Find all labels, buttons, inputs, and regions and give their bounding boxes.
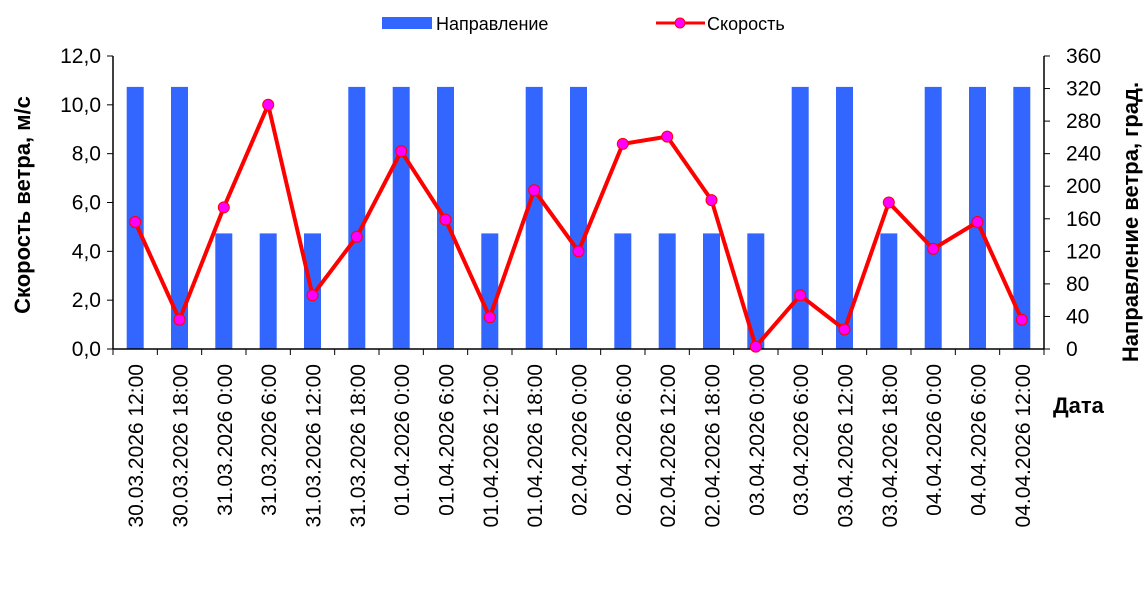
direction-bar [215,233,233,349]
speed-point [262,98,275,111]
right-tick-label: 360 [1066,45,1101,68]
direction-bar [481,233,499,349]
right-axis-title: Направление ветра, град. [1118,82,1143,362]
speed-point [661,130,674,143]
x-tick-label: 03.04.2026 0:00 [746,364,769,516]
speed-point [927,242,940,255]
right-tick-label: 280 [1066,110,1101,133]
direction-bar [747,233,765,349]
speed-point [395,145,408,158]
speed-point [794,289,807,302]
speed-point [129,216,142,228]
direction-bar [1013,86,1031,350]
speed-point [705,194,718,207]
direction-bar [614,233,632,349]
speed-point [350,230,363,243]
right-tick-label: 320 [1066,78,1101,101]
speed-point [1015,313,1028,326]
left-tick-label: 8,0 [72,143,101,166]
direction-bar [791,86,809,350]
x-tick-label: 04.04.2026 6:00 [968,364,991,516]
x-tick-label: 31.03.2026 12:00 [303,364,326,528]
direction-bar [392,86,410,350]
direction-bar [658,233,676,349]
left-tick-label: 2,0 [72,289,101,312]
left-tick-label: 12,0 [60,45,101,68]
left-tick-label: 10,0 [60,94,101,117]
x-tick-label: 03.04.2026 18:00 [879,364,902,528]
direction-bar [836,86,853,350]
speed-point [528,184,541,197]
direction-bar [259,233,277,349]
x-tick-label: 02.04.2026 6:00 [613,364,636,516]
legend-label-speed: Скорость [707,14,785,34]
x-tick-label: 03.04.2026 12:00 [835,364,858,528]
direction-bar [171,86,188,350]
x-tick-label: 31.03.2026 0:00 [214,364,237,516]
x-tick-label: 01.04.2026 0:00 [391,364,414,516]
x-tick-label: 02.04.2026 18:00 [702,364,725,528]
x-axis-title: Дата [1053,393,1105,418]
speed-point [971,216,984,228]
speed-point [572,245,585,258]
x-tick-label: 30.03.2026 18:00 [170,364,193,528]
right-tick-label: 160 [1066,208,1101,231]
left-axis-ticks: 0,0 2,0 4,0 6,0 8,0 10,0 12,0 [60,45,113,361]
right-tick-label: 40 [1066,305,1089,328]
x-tick-label: 03.04.2026 6:00 [790,364,813,516]
x-tick-label: 30.03.2026 12:00 [125,364,148,528]
legend: Направление Скорость [382,14,785,34]
direction-bar [703,233,720,349]
left-axis-title: Скорость ветра, м/с [10,96,35,314]
right-tick-label: 200 [1066,175,1101,198]
x-tick-label: 02.04.2026 12:00 [657,364,680,528]
x-tick-label: 31.03.2026 18:00 [347,364,370,528]
line-series-speed [129,98,1028,353]
legend-swatch-direction [382,17,432,29]
right-tick-label: 80 [1066,273,1089,296]
left-tick-label: 4,0 [72,240,101,263]
speed-point [483,311,496,324]
x-tick-label: 01.04.2026 12:00 [480,364,503,528]
x-axis-ticks: 30.03.2026 12:00 30.03.2026 18:00 31.03.20… [125,364,1035,528]
speed-point [173,313,186,326]
x-tick-label: 04.04.2026 12:00 [1012,364,1035,528]
speed-point [306,289,319,302]
bar-series-direction [126,86,1031,350]
x-tick-label: 01.04.2026 6:00 [436,364,459,516]
direction-bar [570,86,587,350]
left-tick-label: 0,0 [72,338,101,361]
left-tick-label: 6,0 [72,192,101,215]
x-tick-label: 04.04.2026 0:00 [923,364,946,516]
right-tick-label: 240 [1066,143,1101,166]
direction-bar [924,86,942,350]
x-tick-label: 01.04.2026 18:00 [524,364,547,528]
speed-point [217,201,230,214]
speed-point [882,196,895,209]
right-tick-label: 0 [1066,338,1078,361]
right-tick-label: 120 [1066,240,1101,263]
direction-bar [880,233,898,349]
speed-point [749,340,762,353]
direction-bar [525,86,543,350]
legend-marker-speed [674,17,686,29]
speed-point [616,137,629,150]
legend-label-direction: Направление [436,14,548,34]
right-axis-ticks: 0 40 80 120 160 200 240 280 320 360 [1044,45,1101,361]
x-tick-label: 31.03.2026 6:00 [258,364,281,516]
speed-point [838,323,851,336]
x-tick-label: 02.04.2026 0:00 [569,364,592,516]
direction-bar [348,86,366,350]
speed-point [439,213,452,226]
